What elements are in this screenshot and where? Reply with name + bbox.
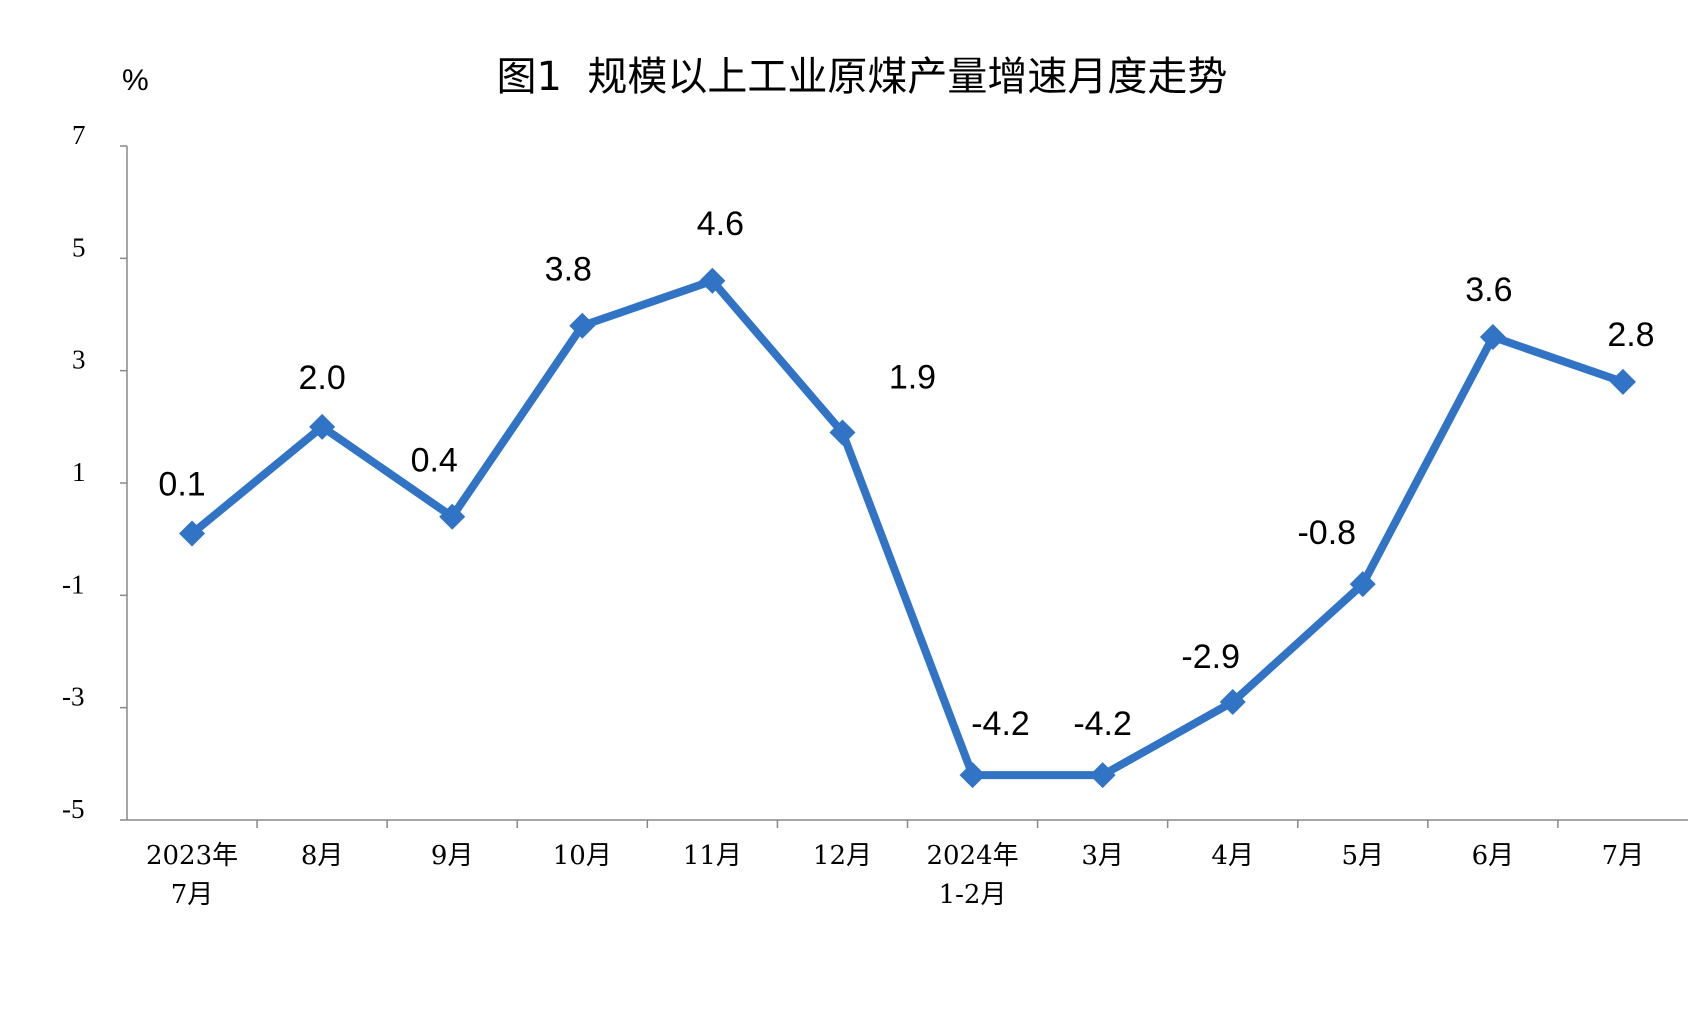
y-tick-label: 1 [72,457,86,487]
data-point-marker [309,413,336,440]
x-tick-label: 2023年 [146,841,238,871]
data-point-marker [439,503,466,530]
x-tick-label: 2024年 [926,841,1018,871]
chart-title: 图1 规模以上工业原煤产量增速月度走势 [497,54,1228,100]
axes: 7 5 3 1 -1 -3 -5 2023年 7月 8月 9月 10月 11月 12月 2024年 1-2月 3… [62,120,1688,910]
data-point-marker [1349,571,1376,598]
x-tick-label: 1-2月 [939,880,1007,910]
data-label: -2.9 [1181,638,1240,676]
x-tick-label: 12月 [813,841,872,871]
y-tick-label: 7 [72,120,86,150]
x-tick-label: 7月 [171,880,214,910]
data-point-marker [569,312,596,339]
y-axis-unit: % [122,64,149,97]
data-label: -4.2 [971,705,1030,743]
data-point-marker [1609,368,1636,395]
data-label: -4.2 [1073,705,1132,743]
data-label: 3.8 [545,251,592,289]
data-label: 4.6 [697,205,744,243]
x-tick-label: 8月 [301,841,344,871]
data-label: 2.0 [298,359,345,397]
y-tick-label: -3 [62,682,85,712]
x-tick-label: 7月 [1602,841,1645,871]
data-label: 3.6 [1465,271,1512,309]
data-point-marker [1219,689,1246,716]
x-tick-label: 9月 [431,841,474,871]
data-point-marker [959,762,986,789]
x-tick-label: 5月 [1342,841,1385,871]
data-label: 0.4 [411,442,458,480]
data-label: 2.8 [1607,316,1654,354]
x-tick-label: 10月 [553,841,612,871]
data-label: 0.1 [158,466,205,504]
y-tick-label: -5 [62,794,85,824]
y-tick-label: 5 [72,232,86,262]
x-tick-label: 3月 [1081,841,1124,871]
x-tick-label: 6月 [1472,841,1515,871]
x-tick-label: 4月 [1211,841,1254,871]
data-point-marker [829,419,856,446]
y-tick-label: -1 [62,569,85,599]
y-tick-label: 3 [72,345,86,375]
data-point-marker [699,267,726,294]
data-label: -0.8 [1297,514,1356,552]
x-tick-label: 11月 [683,841,742,871]
data-point-marker [1089,762,1116,789]
data-label: 1.9 [889,358,936,396]
series-line [189,276,1625,780]
data-point-marker [179,520,206,547]
series-marks: 0.1 2.0 0.4 3.8 4.6 1.9 -4.2 -4.2 -2.9 -0.8 3.6 2.8 [158,205,1655,789]
data-point-marker [1479,323,1506,350]
